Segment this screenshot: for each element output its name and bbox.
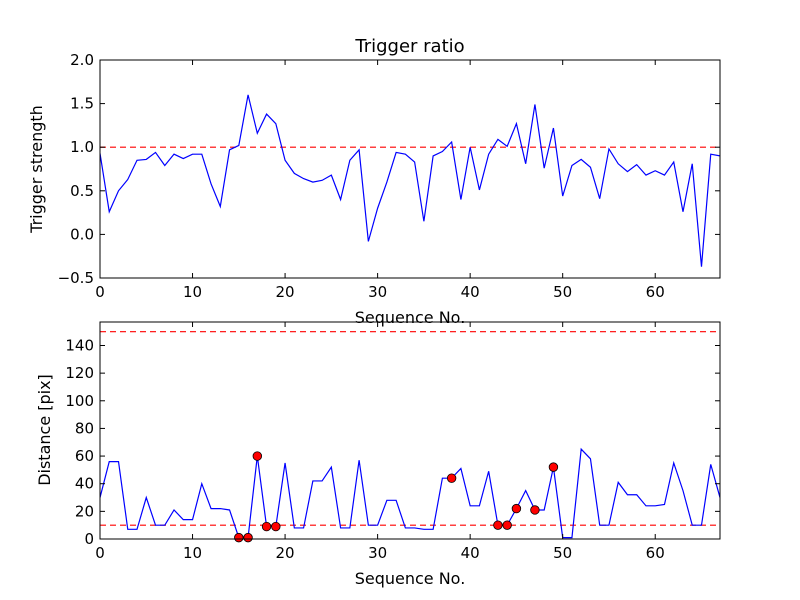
trigger-ratio-x-tick-label: 60 <box>646 283 665 301</box>
trigger-ratio-x-tick-label: 30 <box>368 283 387 301</box>
trigger-ratio-series-line <box>100 94 720 267</box>
distance-marker-point <box>548 462 559 472</box>
distance-clipped-marks <box>100 331 720 543</box>
distance-marker-point <box>234 532 244 543</box>
trigger-ratio-x-tick-label: 10 <box>183 283 202 301</box>
trigger-ratio-y-tick-label: 2.0 <box>70 51 94 69</box>
distance-ticks: 0 10 20 30 40 50 60 0 20 40 60 80 100 120 140 <box>65 322 720 562</box>
distance-marker-point <box>502 520 512 530</box>
distance-marker-point <box>243 532 253 543</box>
distance-marker-point <box>252 451 263 461</box>
trigger-ratio-y-tick-label: 0.5 <box>70 182 94 200</box>
distance-x-tick-label: 10 <box>183 544 202 562</box>
distance-y-tick-label: 100 <box>65 392 94 410</box>
trigger-ratio-clipped-marks <box>100 94 720 267</box>
distance-y-tick-label: 20 <box>75 502 94 520</box>
trigger-ratio-y-tick-label: 1.0 <box>70 138 94 156</box>
distance-plot: 0 10 20 30 40 50 60 0 20 40 60 80 100 120 140 Sequence… <box>35 321 721 588</box>
distance-axes-frame <box>99 321 721 540</box>
distance-x-axis-label: Sequence No. <box>355 569 466 588</box>
distance-x-tick-label: 60 <box>646 544 665 562</box>
trigger-ratio-x-tick-label: 20 <box>276 283 295 301</box>
distance-marker-point <box>271 521 281 532</box>
distance-x-tick-label: 0 <box>95 544 105 562</box>
trigger-ratio-y-tick-label: 1.5 <box>70 95 94 113</box>
trigger-ratio-axes-frame <box>99 59 721 279</box>
distance-series-line <box>100 447 720 539</box>
trigger-ratio-x-tick-label: 50 <box>553 283 572 301</box>
trigger-ratio-marks <box>100 94 720 267</box>
distance-marker-point <box>446 473 457 483</box>
distance-marker-point <box>530 505 540 515</box>
trigger-ratio-x-tick-label: 40 <box>461 283 480 301</box>
distance-x-tick-label: 30 <box>368 544 387 562</box>
distance-y-tick-label: 80 <box>75 419 94 437</box>
distance-y-tick-label: 140 <box>65 336 94 354</box>
distance-y-tick-label: 0 <box>84 530 94 548</box>
distance-x-tick-label: 50 <box>553 544 572 562</box>
distance-y-tick-label: 40 <box>75 475 94 493</box>
distance-x-tick-label: 40 <box>461 544 480 562</box>
distance-marker-point <box>493 520 503 530</box>
distance-marker-point <box>511 503 522 514</box>
trigger-ratio-x-axis-label: Sequence No. <box>355 308 466 327</box>
distance-marks <box>100 331 720 543</box>
chart-title: Trigger ratio <box>354 36 464 57</box>
trigger-ratio-y-tick-label: −0.5 <box>58 269 94 287</box>
trigger-ratio-x-tick-label: 0 <box>95 283 105 301</box>
distance-marker-point <box>261 521 272 532</box>
distance-x-tick-label: 20 <box>276 544 295 562</box>
trigger-ratio-y-tick-label: 0.0 <box>70 225 94 243</box>
trigger-ratio-y-axis-label: Trigger strength <box>27 105 46 234</box>
distance-y-tick-label: 60 <box>75 447 94 465</box>
trigger-ratio-ticks: 0 10 20 30 40 50 60 −0.5 0.0 0.5 1.0 1.5 2.0 <box>58 51 720 301</box>
distance-y-axis-label: Distance [pix] <box>35 374 54 486</box>
distance-y-tick-label: 120 <box>65 364 94 382</box>
